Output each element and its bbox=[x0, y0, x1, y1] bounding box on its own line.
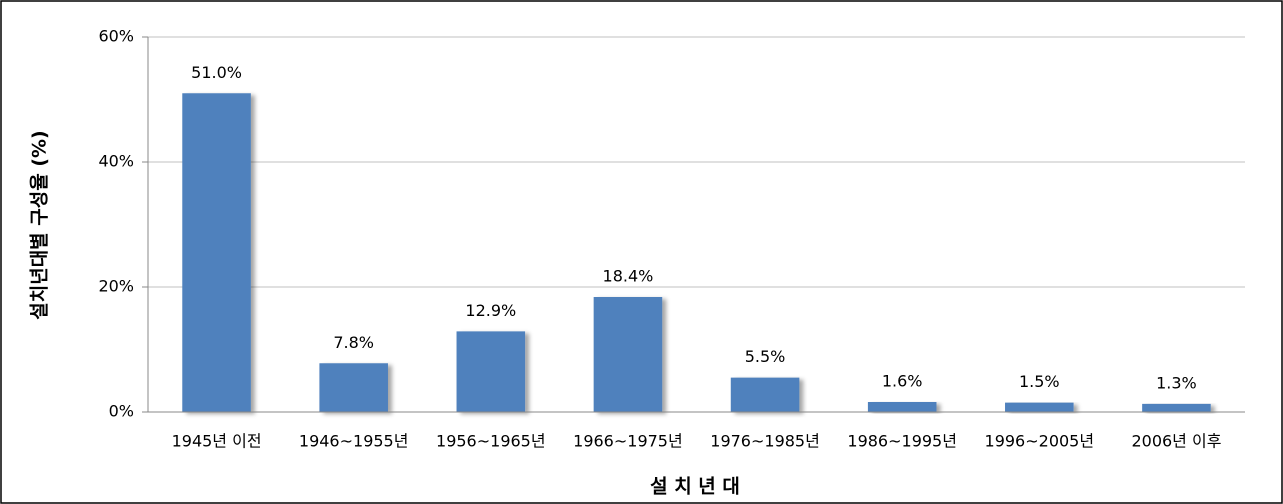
y-axis-title: 설치년대별 구성율 (%) bbox=[29, 130, 51, 319]
x-tick-label: 1946~1955년 bbox=[299, 432, 409, 451]
x-tick-label: 2006년 이후 bbox=[1131, 432, 1221, 451]
y-tick-label: 40% bbox=[98, 152, 134, 171]
data-label: 1.6% bbox=[882, 372, 923, 391]
bar bbox=[456, 331, 526, 412]
bar bbox=[182, 93, 251, 412]
x-tick-label: 1986~1995년 bbox=[847, 432, 957, 451]
bar bbox=[1005, 402, 1074, 412]
y-tick-label: 20% bbox=[98, 277, 134, 296]
data-label: 18.4% bbox=[603, 267, 654, 286]
bar bbox=[867, 402, 937, 412]
x-tick-label: 1966~1975년 bbox=[573, 432, 683, 451]
x-axis-title: 설 치 년 대 bbox=[650, 476, 740, 498]
y-tick-label: 60% bbox=[98, 27, 134, 46]
x-tick-label: 1956~1965년 bbox=[436, 432, 546, 451]
x-tick-label: 1945년 이전 bbox=[172, 432, 262, 451]
x-tick-label: 1996~2005년 bbox=[985, 432, 1095, 451]
data-label: 7.8% bbox=[333, 333, 374, 352]
data-label: 12.9% bbox=[465, 301, 516, 320]
bar bbox=[593, 297, 663, 412]
y-tick-label: 0% bbox=[109, 402, 134, 421]
data-label: 1.3% bbox=[1156, 373, 1197, 392]
x-tick-label: 1976~1985년 bbox=[710, 432, 820, 451]
data-label: 1.5% bbox=[1019, 372, 1060, 391]
bar bbox=[319, 363, 388, 412]
bar bbox=[1142, 403, 1211, 412]
bar bbox=[730, 377, 800, 412]
data-label: 51.0% bbox=[191, 63, 242, 82]
data-label: 5.5% bbox=[745, 347, 786, 366]
